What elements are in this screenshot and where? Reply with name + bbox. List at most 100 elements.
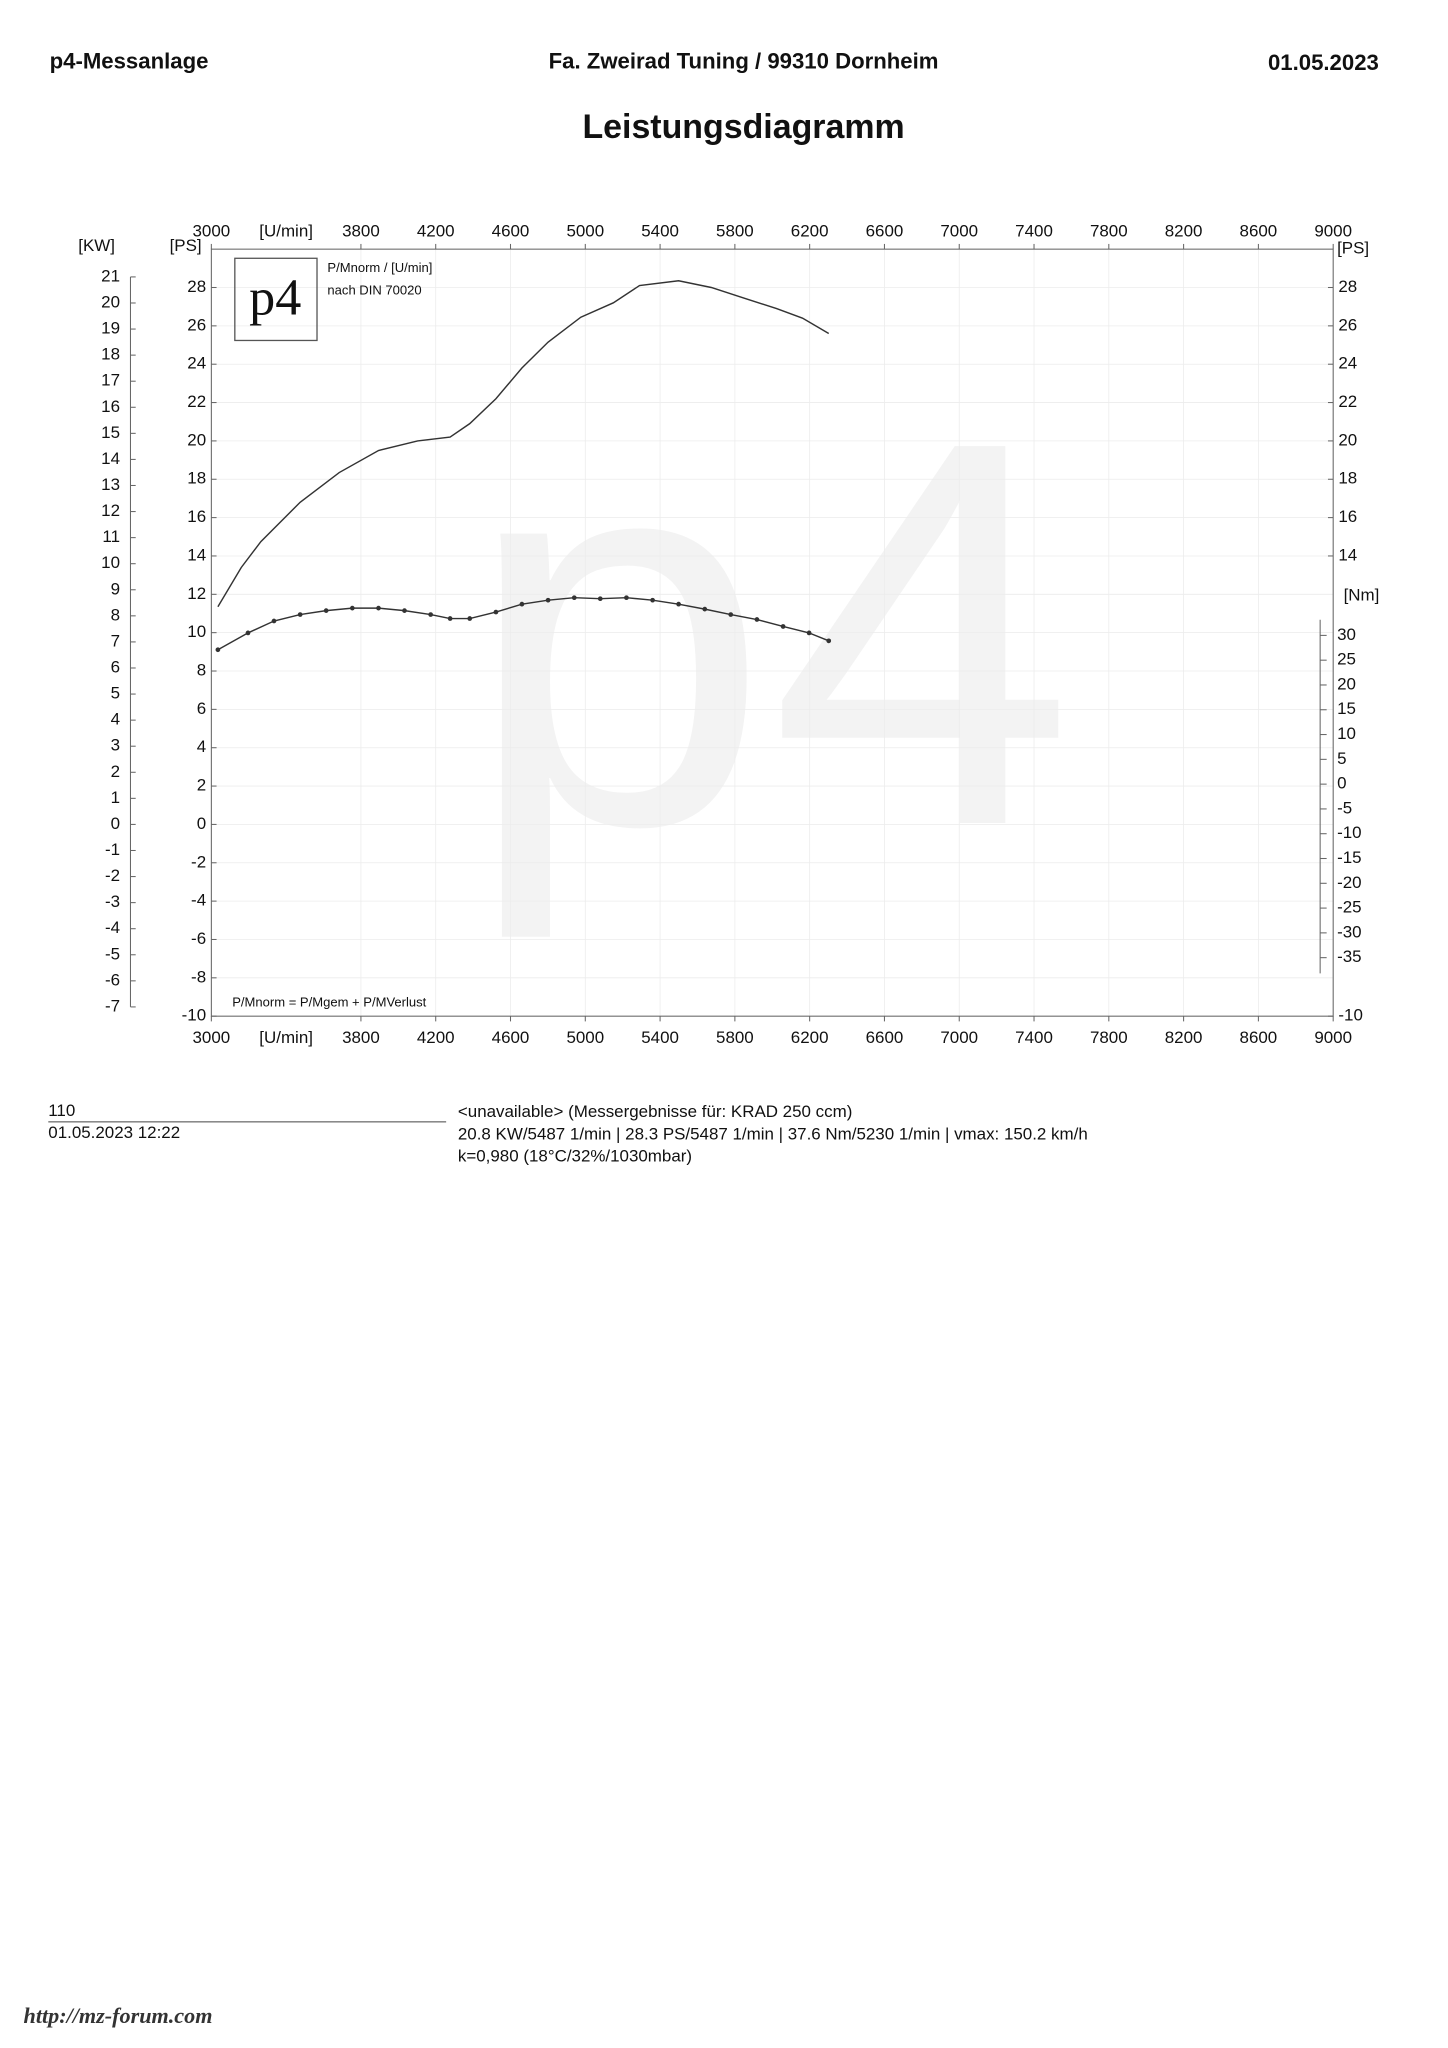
x-tick-label: 9000 (1314, 222, 1352, 241)
footer-line: k=0,980 (18°C/32%/1030mbar) (458, 1147, 692, 1166)
y-tick-label: 26 (187, 315, 206, 334)
series-point (597, 596, 603, 602)
series-point (376, 605, 381, 611)
x-tick-label: 8200 (1165, 1028, 1203, 1047)
nm-tick-label: -15 (1337, 848, 1361, 867)
kw-tick-label: 16 (101, 397, 120, 416)
kw-tick-label: 2 (111, 762, 120, 781)
x-tick-label: 7400 (1015, 222, 1053, 241)
nm-tick-label: 15 (1337, 699, 1356, 718)
note: nach DIN 70020 (327, 282, 421, 297)
y-tick-label: 8 (197, 660, 206, 679)
y-tick-label: 2 (197, 776, 206, 795)
footer-datetime: 01.05.2023 12:22 (48, 1123, 180, 1142)
y-tick-label: 10 (187, 622, 206, 641)
x-tick-label: 5400 (641, 1028, 679, 1047)
series-point (467, 616, 473, 621)
x-tick-label: 3800 (342, 1028, 380, 1047)
series-point (402, 608, 407, 613)
kw-tick-label: 5 (111, 684, 120, 703)
footer-line: <unavailable> (Messergebnisse für: KRAD … (458, 1102, 852, 1121)
chart-title: Leistungsdiagramm (582, 108, 904, 146)
kw-tick-label: 15 (101, 423, 120, 442)
y-tick-label: 24 (187, 354, 206, 373)
header-center: Fa. Zweirad Tuning / 99310 Dornheim (549, 48, 939, 73)
series-point (271, 618, 277, 624)
x-tick-label: 4600 (492, 222, 530, 241)
logo: p4 (249, 270, 301, 327)
nm-axis-unit: [Nm] (1344, 586, 1380, 605)
x-tick-label: 5400 (641, 222, 679, 241)
kw-axis-unit: [KW] (78, 236, 115, 255)
nm-tick-label: 30 (1337, 625, 1356, 644)
kw-tick-label: 11 (102, 527, 120, 546)
x-tick-label: 7800 (1090, 1028, 1128, 1047)
kw-tick-label: 21 (101, 266, 120, 285)
x-tick-label: 4200 (417, 1028, 455, 1047)
kw-tick-label: 8 (111, 605, 120, 624)
series-point (571, 595, 577, 601)
x-tick-label: 8600 (1240, 1028, 1278, 1047)
y-axis-unit: [PS] (170, 236, 202, 255)
header-right: 01.05.2023 (1268, 50, 1379, 75)
source: http://mz-forum.com (24, 2003, 213, 2028)
y-tick-label: 6 (197, 699, 206, 718)
x-tick-label: 4200 (417, 222, 455, 241)
kw-tick-label: -2 (105, 866, 120, 885)
y-tick-label: 16 (187, 507, 206, 526)
y-right-tick-label: 28 (1338, 277, 1357, 296)
kw-tick-label: 12 (101, 501, 120, 520)
series-point (728, 612, 734, 617)
x-tick-label: 5800 (716, 1028, 754, 1047)
nm-tick-label: 20 (1337, 674, 1356, 693)
nm-tick-label: -5 (1337, 798, 1352, 817)
x-tick-label: 5800 (716, 222, 754, 241)
x-tick-label: 3000 (193, 222, 231, 241)
series-point (297, 612, 303, 617)
kw-tick-label: -6 (105, 970, 120, 989)
nm-tick-label: 5 (1337, 749, 1346, 768)
x-tick-label: 5000 (566, 1028, 604, 1047)
kw-tick-label: 19 (101, 319, 120, 338)
nm-tick-label: 0 (1337, 774, 1346, 793)
kw-tick-label: 4 (111, 710, 120, 729)
y-right-tick-label: 20 (1338, 430, 1357, 449)
kw-tick-label: 10 (101, 553, 120, 572)
x-tick-label: 6200 (791, 222, 829, 241)
series-point (245, 630, 251, 636)
x-tick-label: 5000 (566, 222, 604, 241)
y-right-tick-label: 26 (1338, 315, 1357, 334)
kw-tick-label: 3 (111, 736, 120, 755)
nm-tick-label: -35 (1337, 947, 1361, 966)
x-tick-label: 8200 (1165, 222, 1203, 241)
series-point (650, 597, 655, 603)
series-point (702, 606, 708, 612)
y-tick-label: -6 (191, 929, 206, 948)
y-right-axis-unit: [PS] (1337, 239, 1369, 258)
x-tick-label: 7400 (1015, 1028, 1053, 1047)
series-point (215, 647, 221, 653)
note: P/Mnorm / [U/min] (327, 260, 432, 275)
y-tick-label: -10 (182, 1006, 206, 1025)
formula: P/Mnorm = P/Mgem + P/MVerlust (232, 995, 426, 1010)
kw-tick-label: 7 (111, 631, 120, 650)
x-tick-label: 6600 (866, 222, 904, 241)
y-tick-label: -8 (191, 967, 206, 986)
x-tick-label: 9000 (1314, 1028, 1352, 1047)
series-point (754, 617, 760, 622)
footer-line: 20.8 KW/5487 1/min | 28.3 PS/5487 1/min … (458, 1124, 1088, 1143)
kw-tick-label: 18 (101, 345, 120, 364)
y-tick-label: 14 (187, 545, 206, 564)
series-point (349, 605, 355, 611)
y-right-tick-label: 22 (1338, 392, 1357, 411)
y-tick-label: 18 (187, 469, 206, 488)
y-right-tick-label: -10 (1338, 1006, 1362, 1025)
x-tick-label: 6200 (791, 1028, 829, 1047)
x-tick-label: 7800 (1090, 222, 1128, 241)
y-tick-label: -2 (191, 852, 206, 871)
series-point (493, 609, 499, 615)
kw-tick-label: 6 (111, 657, 120, 676)
series-point (806, 630, 812, 636)
plot: 3000300038003800420042004600460050005000… (78, 222, 1379, 1047)
